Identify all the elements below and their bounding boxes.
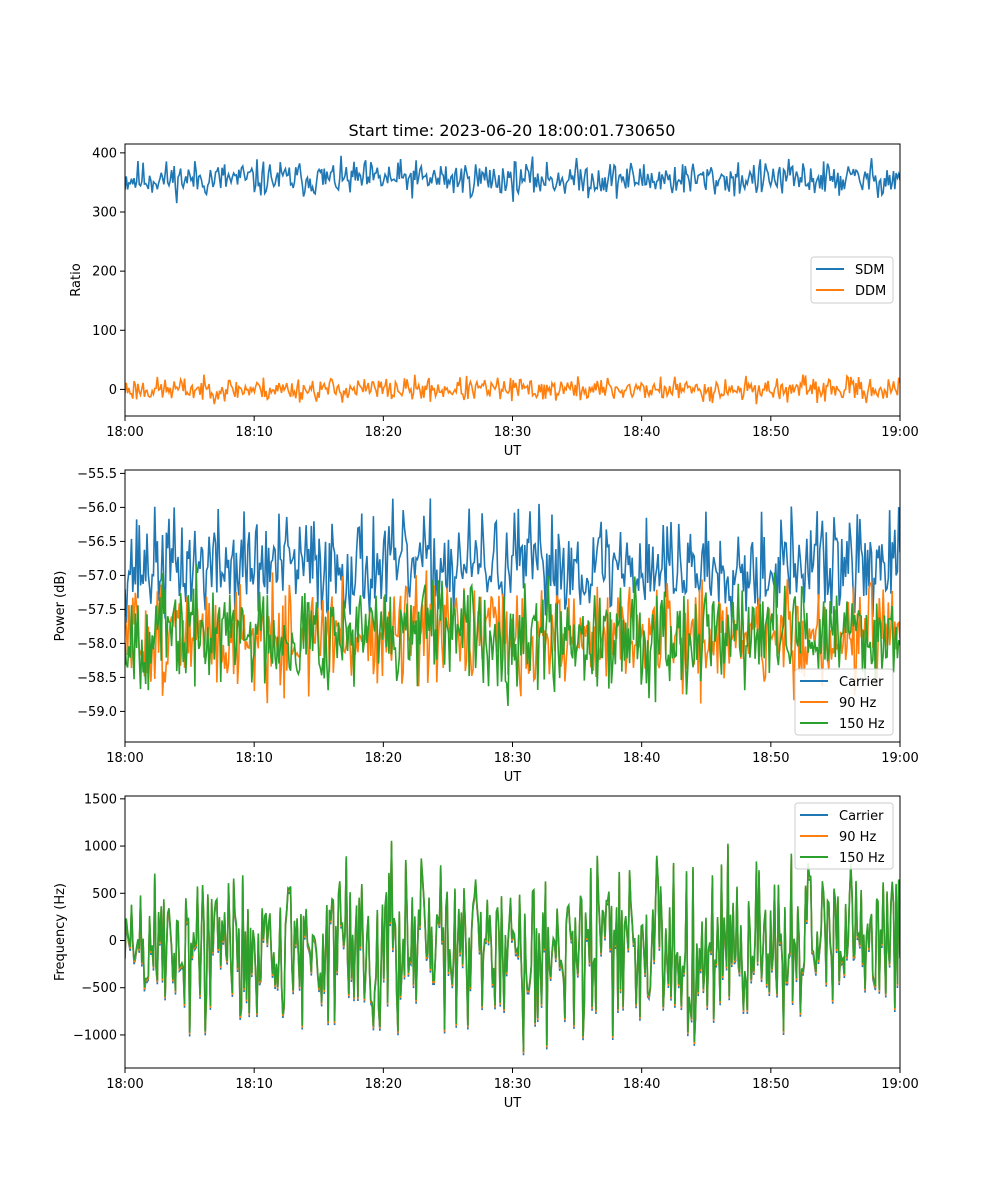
x-tick-label: 18:50 bbox=[752, 751, 789, 766]
x-tick-label: 18:30 bbox=[494, 751, 531, 766]
y-tick-label: 400 bbox=[92, 146, 117, 161]
y-tick-label: −56.5 bbox=[77, 535, 117, 550]
series-line-150-hz bbox=[125, 563, 900, 707]
x-tick-label: 18:40 bbox=[623, 425, 660, 440]
series-line-carrier bbox=[125, 498, 900, 624]
legend-label: 150 Hz bbox=[839, 717, 885, 732]
y-tick-label: 0 bbox=[109, 383, 117, 398]
figure-title: Start time: 2023-06-20 18:00:01.730650 bbox=[349, 121, 676, 140]
x-tick-label: 18:30 bbox=[494, 1077, 531, 1092]
x-axis-label: UT bbox=[504, 770, 522, 785]
y-tick-label: 1500 bbox=[84, 792, 117, 807]
x-tick-label: 18:20 bbox=[365, 751, 402, 766]
y-tick-label: 200 bbox=[92, 265, 117, 280]
y-tick-label: −500 bbox=[81, 981, 117, 996]
legend-label: SDM bbox=[855, 263, 884, 278]
y-tick-label: 0 bbox=[109, 934, 117, 949]
x-tick-label: 18:20 bbox=[365, 425, 402, 440]
y-tick-label: −58.0 bbox=[77, 637, 117, 652]
y-tick-label: 1000 bbox=[84, 840, 117, 855]
x-tick-label: 19:00 bbox=[881, 751, 918, 766]
series-line-150-hz bbox=[125, 840, 900, 1052]
y-axis-label: Power (dB) bbox=[53, 571, 68, 642]
y-tick-label: −1000 bbox=[73, 1028, 117, 1043]
x-tick-label: 18:00 bbox=[106, 751, 143, 766]
legend: SDM DDM bbox=[810, 256, 894, 304]
series-line-sdm bbox=[125, 155, 900, 204]
y-axis-label: Frequency (Hz) bbox=[53, 883, 68, 981]
legend-label: Carrier bbox=[839, 809, 884, 824]
x-tick-label: 18:00 bbox=[106, 425, 143, 440]
x-tick-label: 19:00 bbox=[881, 425, 918, 440]
legend-label: Carrier bbox=[839, 675, 884, 690]
y-tick-label: −59.0 bbox=[77, 705, 117, 720]
x-tick-label: 18:40 bbox=[623, 751, 660, 766]
y-tick-label: −56.0 bbox=[77, 501, 117, 516]
x-tick-label: 18:10 bbox=[235, 751, 272, 766]
legend-box bbox=[794, 802, 894, 870]
x-tick-label: 18:40 bbox=[623, 1077, 660, 1092]
x-tick-label: 18:20 bbox=[365, 1077, 402, 1092]
y-tick-label: −55.5 bbox=[77, 467, 117, 482]
ratio-panel: 18:00 18:10 18:20 18:30 18:40 18:50 19:00 0 100 2… bbox=[69, 143, 919, 459]
y-tick-label: −58.5 bbox=[77, 671, 117, 686]
y-tick-label: 500 bbox=[92, 887, 117, 902]
legend: Carrier 90 Hz 150 Hz bbox=[794, 802, 894, 870]
legend-label: DDM bbox=[855, 284, 886, 299]
legend-box bbox=[794, 668, 894, 736]
x-tick-label: 18:50 bbox=[752, 425, 789, 440]
y-tick-label: −57.0 bbox=[77, 569, 117, 584]
power-panel: 18:00 18:10 18:20 18:30 18:40 18:50 19:00 −59.0… bbox=[53, 467, 919, 785]
x-tick-label: 18:50 bbox=[752, 1077, 789, 1092]
y-axis-label: Ratio bbox=[69, 263, 84, 296]
series-line-ddm bbox=[125, 374, 900, 405]
legend: Carrier 90 Hz 150 Hz bbox=[794, 668, 894, 736]
x-tick-label: 18:00 bbox=[106, 1077, 143, 1092]
y-tick-label: 300 bbox=[92, 206, 117, 221]
x-tick-label: 18:10 bbox=[235, 1077, 272, 1092]
legend-label: 90 Hz bbox=[839, 696, 876, 711]
x-tick-label: 19:00 bbox=[881, 1077, 918, 1092]
legend-label: 90 Hz bbox=[839, 830, 876, 845]
frequency-panel: 18:00 18:10 18:20 18:30 18:40 18:50 19:00 −1000… bbox=[53, 792, 919, 1111]
y-tick-label: −57.5 bbox=[77, 603, 117, 618]
x-axis-label: UT bbox=[504, 1096, 522, 1111]
y-tick-label: 100 bbox=[92, 324, 117, 339]
x-tick-label: 18:30 bbox=[494, 425, 531, 440]
x-axis-label: UT bbox=[504, 444, 522, 459]
legend-label: 150 Hz bbox=[839, 851, 885, 866]
x-tick-label: 18:10 bbox=[235, 425, 272, 440]
